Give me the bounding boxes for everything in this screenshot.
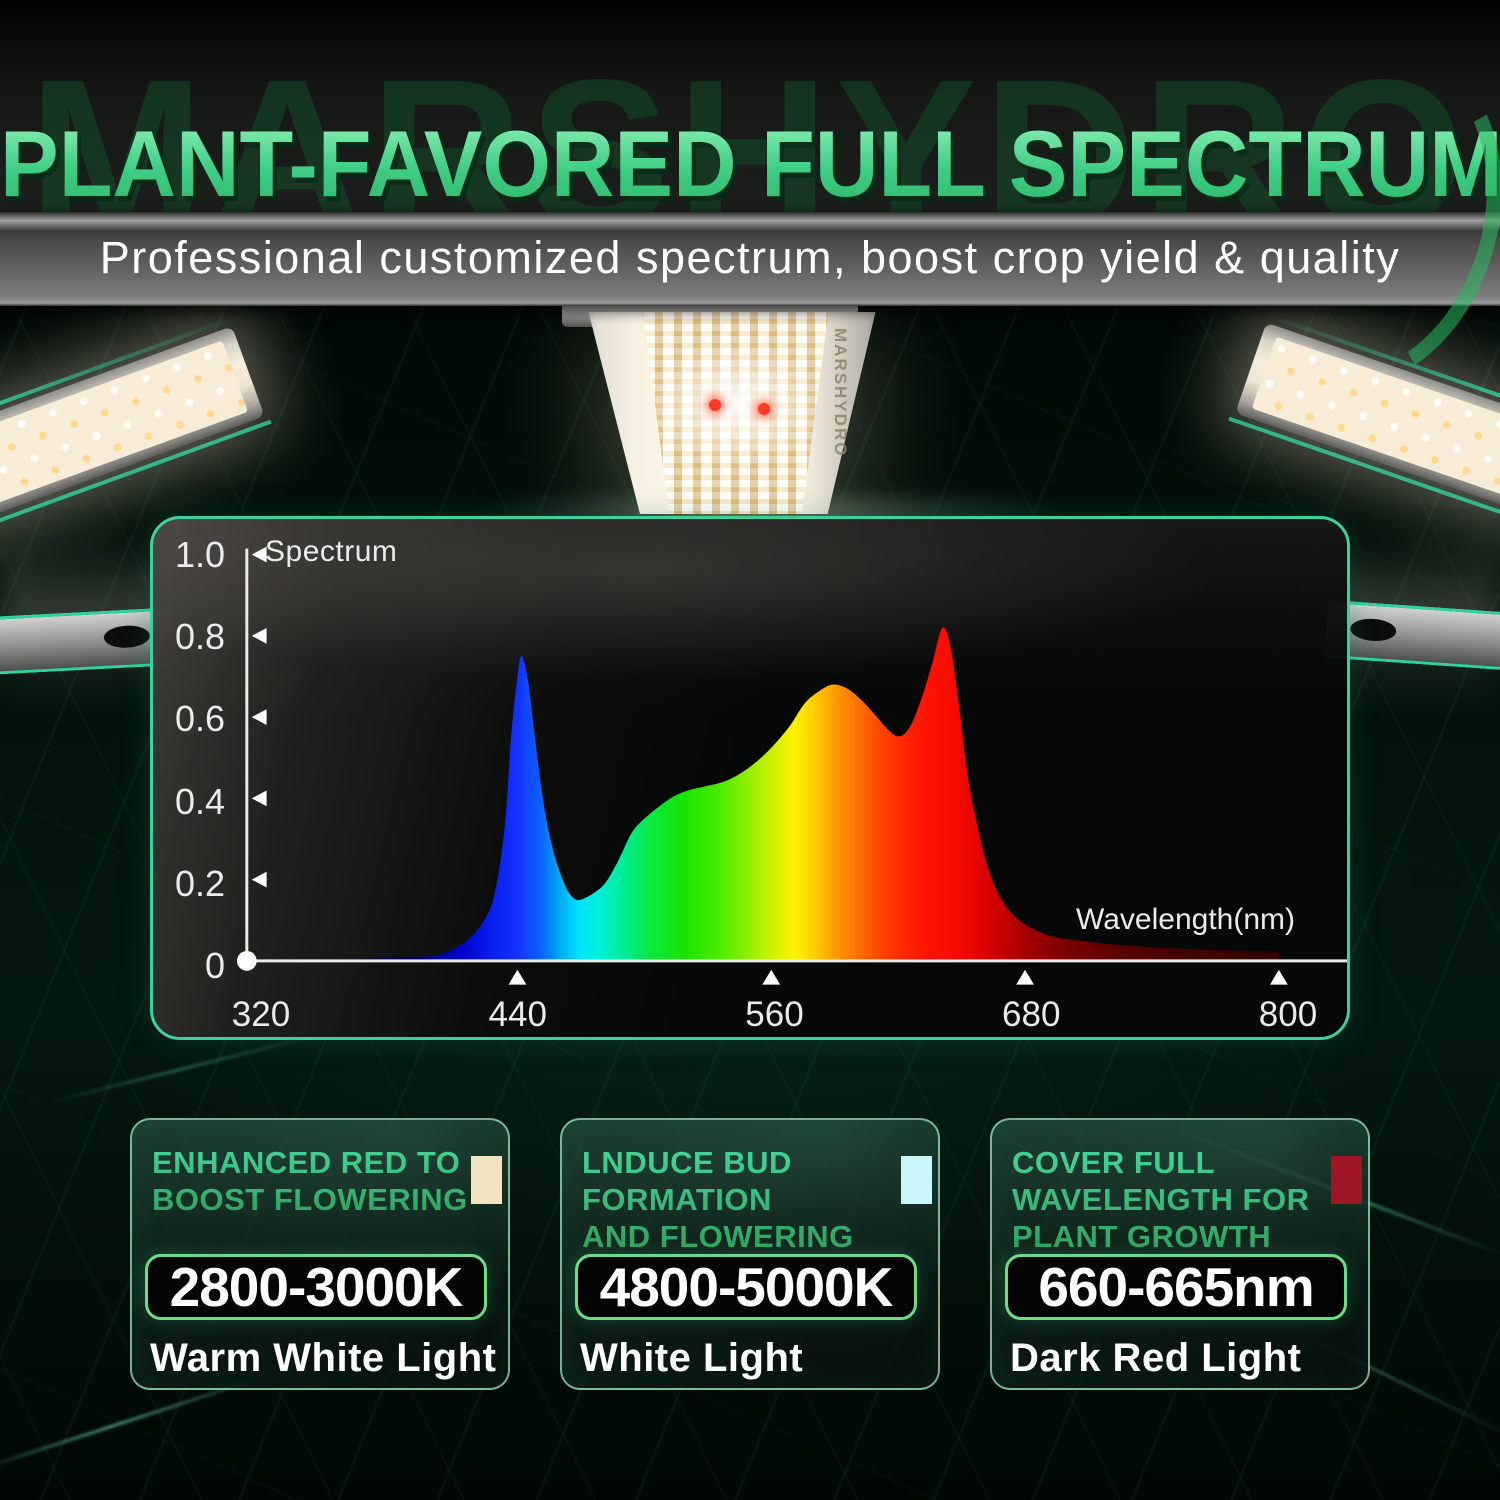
x-tick-marker xyxy=(1016,969,1034,985)
x-tick-marker xyxy=(1269,969,1288,985)
x-tick-label: 560 xyxy=(745,995,804,1034)
spectrum-area xyxy=(263,627,1279,961)
spectrum-chart-card: Spectrum Wavelength(nm) 0 0.2 0.4 0.6 0.8 1.0… xyxy=(150,516,1350,1040)
info-card-warm-white: ENHANCED RED TO BOOST FLOWERING 2800-300… xyxy=(130,1118,510,1390)
y-tick-marker xyxy=(251,546,267,563)
info-card-dark-red: COVER FULL WAVELENGTH FOR PLANT GROWTH 6… xyxy=(990,1118,1370,1390)
value-badge: 660-665nm xyxy=(1005,1254,1347,1320)
card-title: COVER FULL WAVELENGTH FOR PLANT GROWTH xyxy=(1012,1145,1310,1254)
x-tick-label: 800 xyxy=(1258,995,1318,1034)
led-bar-center: MARSHYDRO xyxy=(548,312,916,514)
card-caption: White Light xyxy=(580,1336,804,1380)
y-tick-marker xyxy=(251,709,267,726)
led-panel xyxy=(642,312,829,514)
chart-title: Spectrum xyxy=(265,535,398,568)
subtitle-bar: Professional customized spectrum, boost … xyxy=(0,212,1500,306)
x-axis-title: Wavelength(nm) xyxy=(1076,903,1295,936)
y-tick-label: 1.0 xyxy=(174,534,225,575)
header-band: MARSHYDRO PLANT-FAVORED FULL SPECTRUM xyxy=(0,0,1500,212)
brand-watermark: MARSHYDRO xyxy=(0,48,1500,213)
origin-dot xyxy=(236,950,257,971)
card-title: ENHANCED RED TO BOOST FLOWERING xyxy=(152,1145,468,1217)
value-badge: 2800-3000K xyxy=(145,1254,487,1320)
color-swatch xyxy=(1331,1156,1362,1204)
card-caption: Dark Red Light xyxy=(1010,1336,1302,1380)
color-swatch xyxy=(901,1156,932,1204)
y-tick-label: 0 xyxy=(204,945,225,986)
y-tick-label: 0.4 xyxy=(174,780,225,822)
x-tick-marker xyxy=(762,969,781,985)
spectrum-chart xyxy=(236,546,1347,985)
y-tick-marker xyxy=(251,871,267,888)
y-tick-label: 0.8 xyxy=(174,616,225,658)
page-title: PLANT-FAVORED FULL SPECTRUM xyxy=(0,111,1500,212)
page-subtitle: Professional customized spectrum, boost … xyxy=(99,232,1401,283)
y-tick-label: 0.2 xyxy=(174,862,225,904)
card-caption: Warm White Light xyxy=(150,1336,497,1380)
x-tick-label: 440 xyxy=(488,995,547,1034)
value-badge: 4800-5000K xyxy=(575,1254,917,1320)
card-title: LNDUCE BUD FORMATION AND FLOWERING xyxy=(582,1145,854,1254)
y-tick-label: 0.6 xyxy=(174,698,225,740)
color-swatch xyxy=(471,1156,502,1204)
fixture-brand-label: MARSHYDRO xyxy=(830,328,850,458)
y-tick-marker xyxy=(251,627,267,644)
x-tick-marker xyxy=(508,969,527,985)
x-tick-label: 320 xyxy=(231,995,291,1034)
x-tick-label: 680 xyxy=(1002,995,1061,1034)
info-card-white: LNDUCE BUD FORMATION AND FLOWERING 4800-… xyxy=(560,1118,940,1390)
y-tick-marker xyxy=(251,790,267,807)
